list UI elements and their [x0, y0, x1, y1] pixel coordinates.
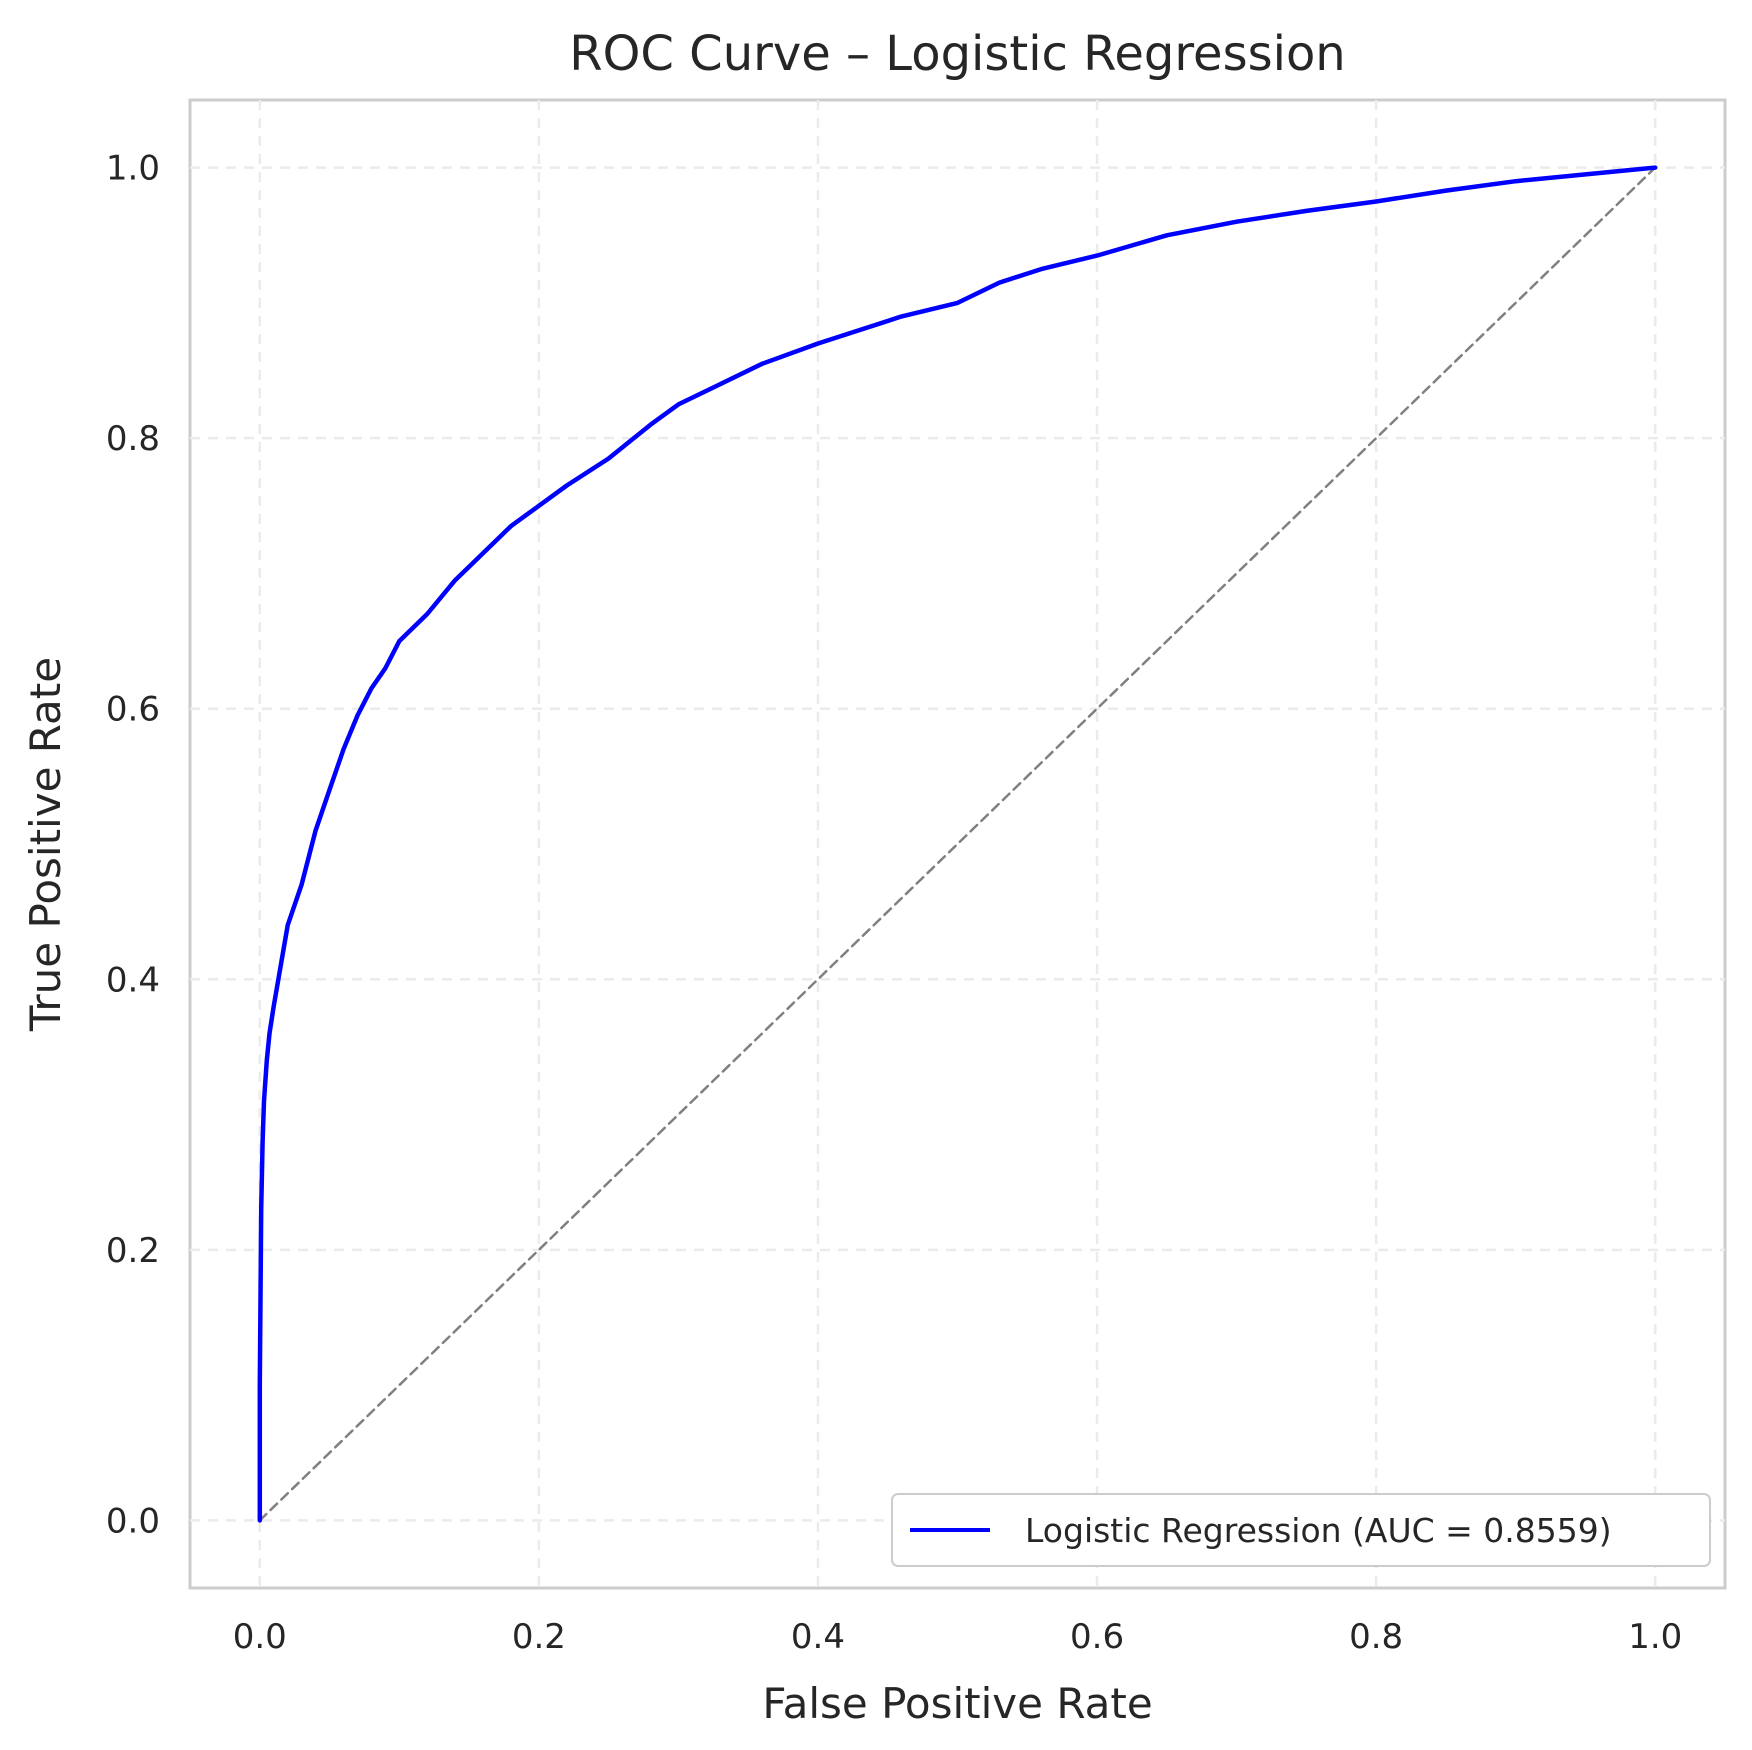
roc-curve-line [257, 165, 1658, 1523]
x-tick-label: 1.0 [1628, 1617, 1682, 1657]
x-tick-label: 0.6 [1070, 1617, 1124, 1657]
y-tick-label: 0.6 [106, 690, 160, 730]
y-tick-label: 0.4 [106, 960, 160, 1000]
x-tick-label: 0.4 [791, 1617, 845, 1657]
grid-lines [190, 100, 1725, 1588]
series-layer [257, 165, 1658, 1523]
y-axis-ticks: 0.0 0.2 0.4 0.6 0.8 1.0 [106, 149, 160, 1542]
legend-label-logistic-regression: Logistic Regression (AUC = 0.8559) [1025, 1511, 1612, 1550]
legend: Logistic Regression (AUC = 0.8559) [891, 1493, 1711, 1567]
x-axis-title: False Positive Rate [762, 1679, 1152, 1728]
x-tick-label: 0.8 [1349, 1617, 1403, 1657]
y-tick-label: 0.8 [106, 419, 160, 459]
random-chance-diagonal [258, 166, 1657, 1522]
y-tick-label: 0.0 [106, 1501, 160, 1541]
x-tick-label: 0.2 [512, 1617, 566, 1657]
y-axis-title: True Positive Rate [21, 657, 70, 1032]
y-tick-label: 1.0 [106, 149, 160, 189]
x-axis-ticks: 0.0 0.2 0.4 0.6 0.8 1.0 [233, 1617, 1683, 1657]
legend-box [891, 1493, 1711, 1567]
y-tick-label: 0.2 [106, 1231, 160, 1271]
chart-title: ROC Curve – Logistic Regression [569, 26, 1345, 82]
x-tick-label: 0.0 [233, 1617, 287, 1657]
